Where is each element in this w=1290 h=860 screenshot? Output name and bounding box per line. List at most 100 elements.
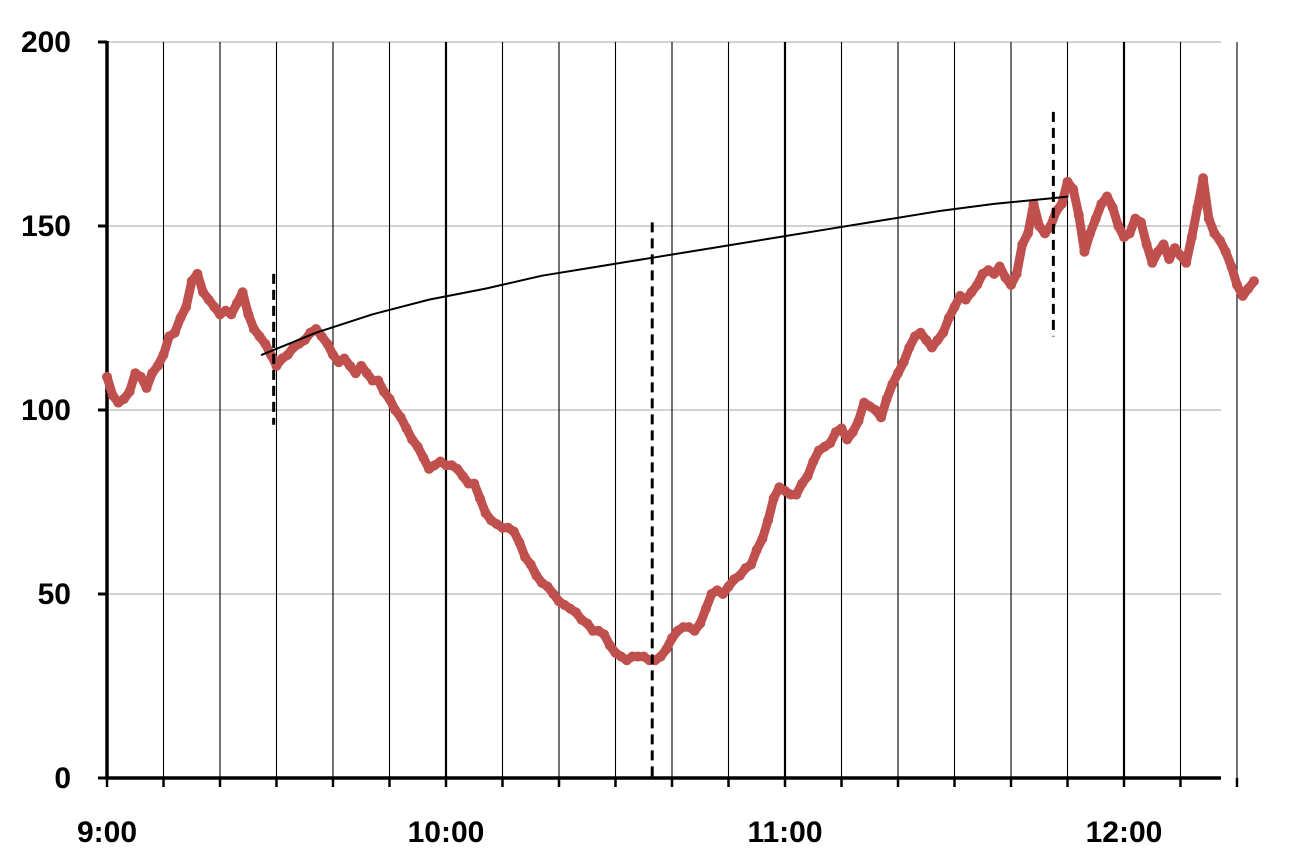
data-point [226, 309, 237, 320]
data-point [796, 478, 807, 489]
data-point [734, 570, 745, 581]
data-point [169, 327, 180, 338]
data-point [746, 559, 757, 570]
data-point [1096, 198, 1107, 209]
data-point [751, 544, 762, 555]
data-point [1056, 198, 1067, 209]
data-point [1158, 239, 1169, 250]
data-point [1124, 228, 1135, 239]
data-point [260, 338, 271, 349]
data-point [604, 640, 615, 651]
data-point [949, 301, 960, 312]
data-point [825, 438, 836, 449]
data-point [237, 287, 248, 298]
data-point [378, 386, 389, 397]
data-point [181, 301, 192, 312]
data-point [401, 423, 412, 434]
data-point [1226, 261, 1237, 272]
data-point [1209, 228, 1220, 239]
data-point [938, 327, 949, 338]
data-point [1017, 239, 1028, 250]
data-point [932, 335, 943, 346]
data-point [757, 533, 768, 544]
y-tick-label: 0 [54, 762, 71, 795]
data-point [322, 338, 333, 349]
data-point [520, 552, 531, 563]
data-point [186, 276, 197, 287]
data-point [412, 441, 423, 452]
data-point [842, 434, 853, 445]
data-point [508, 526, 519, 537]
data-point [1232, 279, 1242, 290]
data-point [667, 633, 677, 644]
x-tick-label: 11:00 [747, 816, 822, 849]
data-point [135, 371, 146, 382]
data-point [1011, 268, 1022, 279]
data-point [1203, 213, 1214, 224]
data-point [1152, 246, 1163, 257]
data-point [542, 581, 553, 592]
data-point [1022, 228, 1033, 239]
data-point [457, 471, 468, 482]
data-point [1000, 272, 1011, 283]
data-point [881, 393, 892, 404]
data-point [570, 607, 581, 618]
data-point [282, 349, 293, 360]
data-point [316, 331, 327, 342]
data-point [847, 427, 858, 438]
data-point [921, 335, 932, 346]
data-point [898, 357, 909, 368]
data-point [198, 287, 209, 298]
data-point [700, 603, 711, 614]
data-point [876, 412, 887, 423]
data-point [361, 368, 372, 379]
y-tick-label: 200 [21, 26, 71, 59]
label-layer: 0 50 100 150 200 9:00 10:00 11:00 12:00 [21, 26, 1162, 849]
x-tick-label: 9:00 [77, 816, 137, 849]
data-point [141, 382, 152, 393]
data-point [1135, 217, 1146, 228]
data-point [1215, 235, 1226, 246]
data-point [1113, 221, 1124, 231]
data-point [356, 360, 367, 371]
data-point [689, 625, 700, 636]
data-point [175, 313, 186, 323]
y-tick-label: 150 [21, 210, 71, 243]
data-point [1102, 191, 1113, 202]
data-point [870, 405, 881, 415]
data-point [350, 368, 361, 379]
data-point [474, 493, 485, 504]
data-point [723, 581, 734, 592]
data-point [328, 349, 338, 360]
data-point [1248, 276, 1259, 287]
data-point [582, 618, 593, 629]
data-point [943, 313, 954, 323]
data-point [1147, 257, 1158, 268]
data-point [107, 390, 118, 401]
data-point [960, 294, 971, 305]
data-point [203, 294, 214, 305]
data-point [158, 349, 169, 360]
data-point [1107, 202, 1118, 213]
data-point [1062, 176, 1073, 187]
data-point [395, 412, 406, 423]
data-point [1028, 198, 1039, 209]
data-point [344, 360, 355, 371]
data-point [926, 342, 937, 353]
data-point [853, 416, 864, 427]
data-point [1073, 209, 1084, 220]
data-point [147, 368, 158, 379]
data-point [243, 309, 254, 320]
data-point [1085, 228, 1096, 239]
data-point [802, 471, 813, 482]
x-tick-label: 12:00 [1086, 816, 1163, 849]
data-point [717, 589, 728, 599]
data-point [966, 287, 977, 298]
data-point [915, 327, 926, 338]
data-point [1237, 290, 1248, 301]
data-point [1079, 246, 1090, 257]
data-point [469, 478, 480, 489]
data-point [548, 589, 559, 599]
